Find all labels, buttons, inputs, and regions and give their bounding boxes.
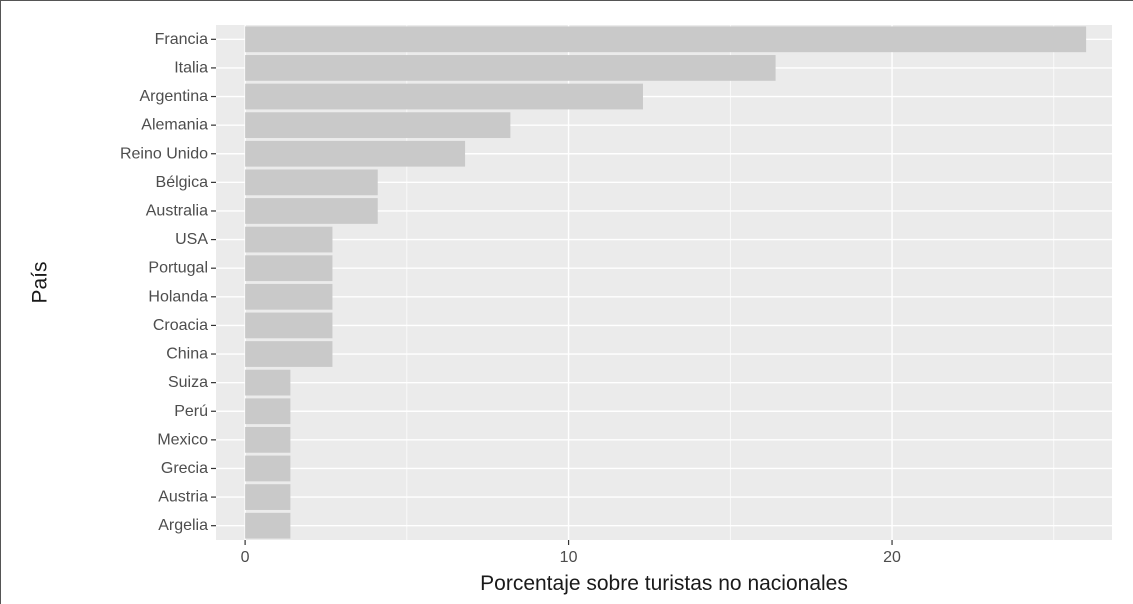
- y-tick-label: Austria: [158, 489, 208, 506]
- y-tick-label: Grecia: [161, 460, 208, 477]
- bar: [245, 369, 291, 396]
- y-tick-label: Alemania: [141, 117, 208, 134]
- bar: [245, 198, 378, 224]
- y-tick-label: Australia: [146, 202, 208, 219]
- bar: [245, 140, 466, 167]
- x-tick-label: 20: [883, 549, 901, 566]
- x-axis-ticks: 0 10 20: [241, 540, 901, 566]
- bar: [245, 426, 291, 453]
- bar: [245, 341, 333, 367]
- bar: [245, 512, 291, 539]
- x-tick-label: 10: [560, 549, 578, 566]
- bar: [245, 83, 643, 110]
- bar: [245, 283, 333, 310]
- bar: [245, 226, 333, 253]
- bar: [245, 26, 1087, 53]
- y-tick-label: Holanda: [148, 288, 208, 305]
- y-tick-label: Reino Unido: [120, 145, 208, 162]
- plot-panel: [216, 25, 1112, 540]
- bar: [245, 169, 378, 196]
- y-tick-label: Argentina: [140, 88, 209, 105]
- y-tick-label: Bélgica: [156, 174, 209, 191]
- y-tick-label: Suiza: [168, 374, 208, 391]
- y-axis-ticks: Francia Italia Argentina Alemania Reino Unid…: [120, 31, 216, 534]
- y-tick-label: Portugal: [148, 260, 208, 277]
- bars: [245, 26, 1087, 539]
- y-tick-label: Francia: [155, 31, 208, 48]
- y-tick-label: Italia: [174, 59, 208, 76]
- y-tick-label: Mexico: [157, 431, 208, 448]
- y-tick-label: USA: [175, 231, 208, 248]
- bar: [245, 398, 291, 425]
- bar: [245, 112, 511, 139]
- y-tick-label: Argelia: [158, 517, 208, 534]
- y-tick-label: Croacia: [153, 317, 208, 334]
- bar: [245, 312, 333, 339]
- x-axis-title: Porcentaje sobre turistas no nacionales: [480, 572, 848, 595]
- y-tick-label: Perú: [174, 403, 208, 420]
- bar: [245, 484, 291, 510]
- x-tick-label: 0: [241, 549, 250, 566]
- bar: [245, 255, 333, 282]
- bar: [245, 55, 776, 81]
- y-tick-label: China: [166, 346, 208, 363]
- y-axis-title: País: [29, 261, 52, 303]
- bar: [245, 455, 291, 482]
